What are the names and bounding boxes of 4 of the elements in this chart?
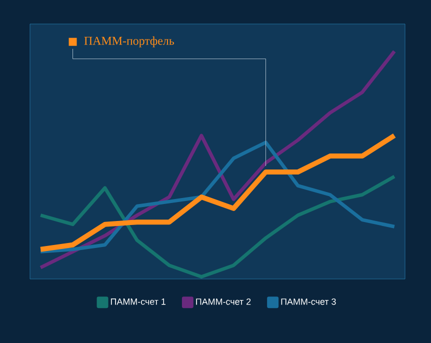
legend-label: ПАММ-счет 2 — [196, 298, 251, 305]
legend-label: ПАММ-счет 3 — [281, 298, 336, 305]
legend-label: ПАММ-счет 1 — [110, 298, 166, 305]
legend-label: ПАММ-портфель — [84, 36, 174, 48]
